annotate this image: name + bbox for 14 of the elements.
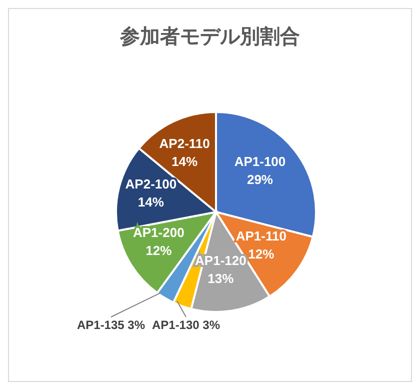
slice-label: AP2-100	[125, 176, 177, 192]
chart-title: 参加者モデル別割合	[118, 23, 301, 50]
slice-label: AP1-200	[132, 225, 184, 240]
data-label: 12%	[248, 246, 275, 262]
data-label: 14%	[138, 194, 164, 210]
slice-label: AP1-135 3%	[76, 318, 146, 332]
slice-label: AP1-110	[236, 228, 286, 244]
slice-label: AP1-100	[234, 154, 286, 169]
data-label: 12%	[146, 243, 172, 258]
slice-label: AP2-110	[159, 136, 210, 151]
slice-label: AP1-130 3%	[152, 318, 220, 332]
data-label: 29%	[246, 172, 274, 187]
data-label: 13%	[208, 271, 234, 286]
data-label: 14%	[172, 154, 198, 169]
